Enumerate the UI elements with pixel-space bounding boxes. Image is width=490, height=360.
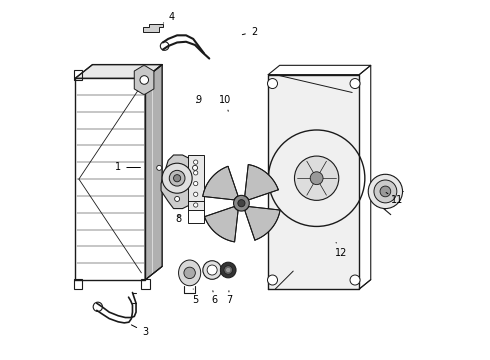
Text: 5: 5 — [192, 289, 198, 305]
Polygon shape — [245, 165, 278, 200]
Text: 3: 3 — [131, 325, 148, 337]
Circle shape — [374, 180, 397, 203]
Circle shape — [350, 78, 360, 89]
Ellipse shape — [178, 260, 201, 286]
Circle shape — [194, 203, 198, 207]
Text: 8: 8 — [176, 214, 182, 224]
Circle shape — [157, 165, 162, 170]
Polygon shape — [203, 166, 238, 200]
Text: 4: 4 — [163, 13, 175, 23]
Circle shape — [194, 171, 198, 175]
Circle shape — [350, 275, 360, 285]
Text: 12: 12 — [335, 243, 347, 258]
Polygon shape — [145, 64, 162, 280]
Circle shape — [294, 156, 339, 201]
Bar — [74, 279, 82, 289]
Bar — [188, 202, 204, 223]
Circle shape — [268, 275, 277, 285]
Text: 7: 7 — [226, 291, 232, 305]
Polygon shape — [245, 207, 280, 240]
Bar — [74, 70, 82, 80]
Polygon shape — [143, 23, 163, 32]
Text: 6: 6 — [212, 291, 218, 305]
Circle shape — [184, 267, 196, 279]
Circle shape — [173, 175, 181, 182]
Circle shape — [162, 163, 192, 193]
Circle shape — [203, 261, 221, 279]
Circle shape — [169, 170, 185, 186]
Circle shape — [194, 192, 198, 197]
Circle shape — [268, 78, 277, 89]
Circle shape — [194, 160, 198, 164]
Circle shape — [310, 172, 323, 185]
Circle shape — [226, 268, 230, 272]
Polygon shape — [161, 155, 202, 208]
Circle shape — [238, 200, 245, 207]
Text: 9: 9 — [196, 95, 201, 105]
Bar — [142, 279, 150, 289]
Polygon shape — [268, 75, 359, 289]
Circle shape — [220, 262, 236, 278]
Circle shape — [140, 76, 148, 84]
Text: 1: 1 — [115, 162, 141, 172]
Circle shape — [194, 181, 198, 186]
Text: 10: 10 — [219, 95, 231, 111]
Bar — [188, 155, 204, 210]
Polygon shape — [134, 66, 154, 94]
Text: 2: 2 — [243, 27, 257, 37]
Polygon shape — [75, 64, 162, 78]
Circle shape — [193, 165, 197, 170]
Circle shape — [207, 265, 217, 275]
Circle shape — [174, 197, 180, 202]
Circle shape — [234, 195, 249, 211]
Bar — [142, 70, 150, 80]
Polygon shape — [204, 207, 238, 242]
Circle shape — [368, 174, 402, 208]
Circle shape — [224, 266, 232, 274]
Text: 11: 11 — [386, 193, 403, 204]
Circle shape — [380, 186, 391, 197]
